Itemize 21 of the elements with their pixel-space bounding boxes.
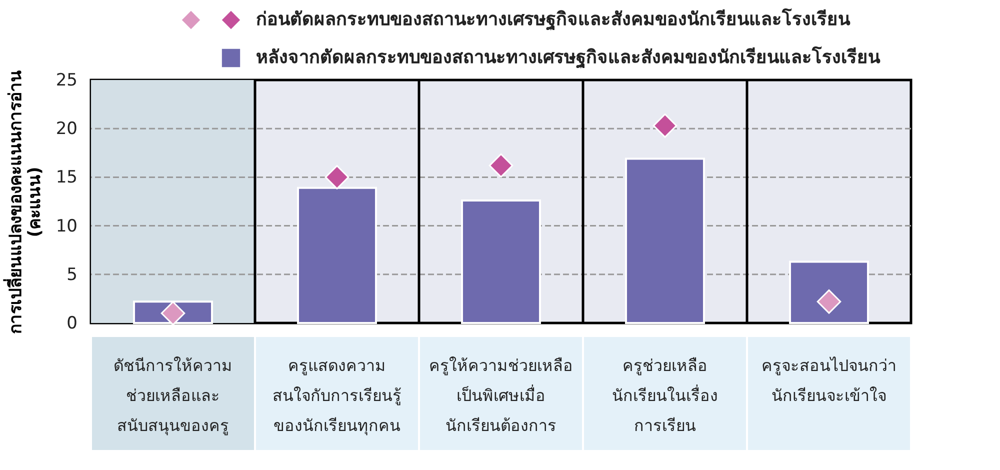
bar <box>461 200 541 324</box>
point <box>488 153 514 178</box>
point <box>160 301 186 326</box>
y-tick-label: 15 <box>56 168 78 188</box>
x-tick-label: ครูให้ความช่วยเหลือ เป็นพิเศษเมื่อ นักเรียนต้องการ <box>429 356 573 435</box>
y-tick-label: 20 <box>56 119 78 140</box>
x-tick-label: ดัชนีการให้ความ ช่วยเหลือและ สนับสนุนของครู <box>114 356 232 436</box>
bar <box>789 260 869 324</box>
x-tick-label: ครูจะสอนไปจนกว่า นักเรียนจะเข้าใจ <box>762 356 896 405</box>
bar <box>625 158 705 324</box>
point <box>652 114 678 138</box>
point <box>324 165 350 190</box>
x-tick-label: ครูช่วยเหลือ นักเรียนในเรื่อง การเรียน <box>612 356 718 435</box>
legend-label: หลังจากตัดผลกระทบของสถานะทางเศรษฐกิจและสังคมของนักเรียนและโรงเรียน <box>256 46 881 69</box>
legend-label: ก่อนตัดผลกระทบของสถานะทางเศรษฐกิจและสังคมของนักเรียนและโรงเรียน <box>256 8 851 31</box>
x-tick-label: ครูแสดงความ สนใจกับการเรียนรู้ ของนักเรียนทุกคน <box>272 356 402 436</box>
y-tick-label: 0 <box>66 314 78 334</box>
y-axis-title: การเปลี่ยนแปลงของคะแนนการอ่าน (คะแนน) <box>2 70 45 334</box>
y-tick-label: 10 <box>56 216 78 236</box>
y-tick-label: 5 <box>66 264 78 285</box>
y-tick-label: 25 <box>56 70 78 90</box>
